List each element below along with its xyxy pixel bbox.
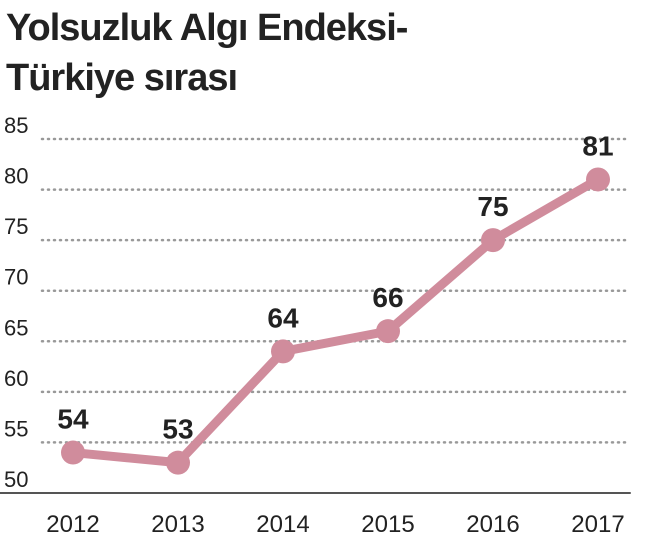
point — [271, 339, 295, 364]
x-tick-label: 2017 — [571, 511, 624, 538]
data-label: 54 — [57, 404, 89, 435]
data-label: 64 — [267, 302, 299, 333]
y-tick-label: 75 — [4, 214, 28, 239]
point — [376, 319, 400, 344]
x-tick-label: 2015 — [361, 511, 414, 538]
x-tick-label: 2016 — [466, 511, 519, 538]
y-tick-label: 55 — [4, 416, 28, 441]
point — [481, 228, 505, 253]
point — [586, 167, 610, 192]
data-label: 53 — [162, 414, 193, 445]
x-tick-label: 2013 — [151, 511, 204, 538]
point — [166, 450, 190, 475]
line — [72, 175, 601, 468]
x-tick-label: 2014 — [256, 511, 309, 538]
y-tick-label: 70 — [4, 265, 28, 290]
point — [61, 440, 85, 465]
data-label: 81 — [582, 130, 613, 161]
data-label: 75 — [477, 191, 508, 222]
y-tick-label: 65 — [4, 315, 28, 340]
y-tick-label: 85 — [4, 113, 28, 138]
y-tick-label: 80 — [4, 164, 28, 189]
x-tick-label: 2012 — [46, 511, 99, 538]
chart-title: Yolsuzluk Algı Endeksi- — [6, 7, 408, 49]
data-label: 66 — [372, 282, 403, 313]
y-tick-label: 50 — [4, 467, 28, 492]
y-tick-label: 60 — [4, 366, 28, 391]
chart-title: Türkiye sırası — [6, 57, 237, 99]
